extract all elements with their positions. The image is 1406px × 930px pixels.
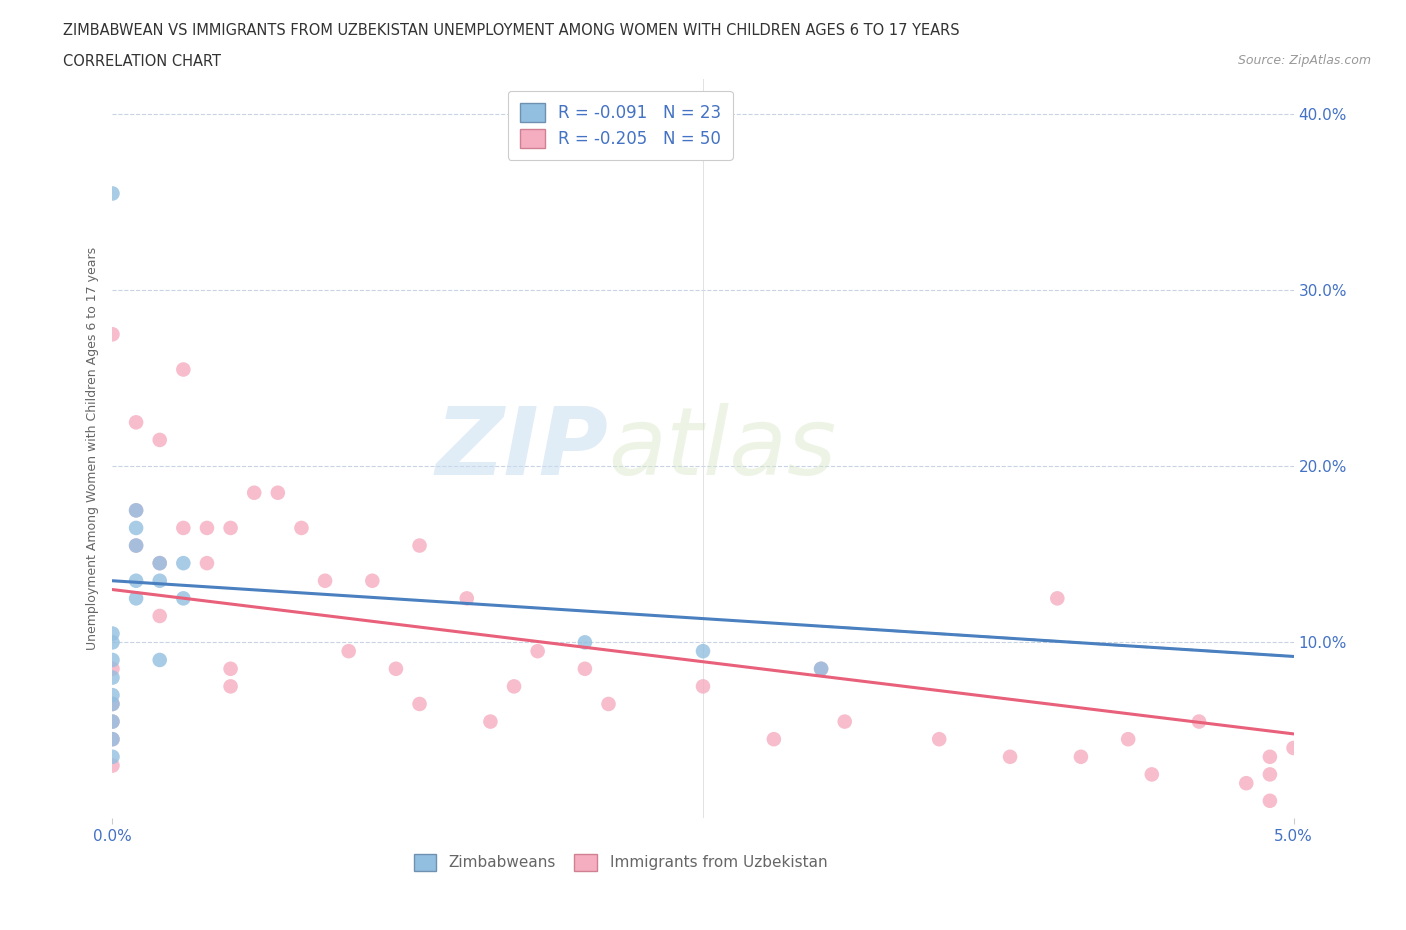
Point: [1258, 767, 1281, 782]
Point: [172, 362, 194, 377]
Text: ZIMBABWEAN VS IMMIGRANTS FROM UZBEKISTAN UNEMPLOYMENT AMONG WOMEN WITH CHILDREN : ZIMBABWEAN VS IMMIGRANTS FROM UZBEKISTAN…: [63, 23, 960, 38]
Point: [101, 697, 124, 711]
Point: [195, 521, 218, 536]
Point: [361, 573, 384, 588]
Point: [101, 750, 124, 764]
Point: [125, 538, 148, 553]
Point: [1258, 750, 1281, 764]
Point: [125, 503, 148, 518]
Point: [1188, 714, 1211, 729]
Point: [998, 750, 1021, 764]
Point: [125, 538, 148, 553]
Point: [149, 556, 172, 571]
Point: [219, 679, 242, 694]
Point: [408, 538, 430, 553]
Point: [101, 714, 124, 729]
Point: [1282, 740, 1305, 755]
Point: [125, 521, 148, 536]
Point: [267, 485, 290, 500]
Point: [762, 732, 785, 747]
Point: [692, 644, 714, 658]
Point: [101, 661, 124, 676]
Point: [101, 732, 124, 747]
Point: [598, 697, 620, 711]
Point: [479, 714, 502, 729]
Point: [172, 556, 194, 571]
Point: [101, 626, 124, 641]
Legend: Zimbabweans, Immigrants from Uzbekistan: Zimbabweans, Immigrants from Uzbekistan: [408, 847, 834, 877]
Point: [928, 732, 950, 747]
Point: [101, 326, 124, 341]
Point: [101, 653, 124, 668]
Point: [1234, 776, 1257, 790]
Point: [101, 688, 124, 703]
Point: [834, 714, 856, 729]
Point: [149, 573, 172, 588]
Point: [503, 679, 526, 694]
Point: [101, 732, 124, 747]
Point: [149, 556, 172, 571]
Point: [172, 521, 194, 536]
Point: [125, 503, 148, 518]
Point: [101, 758, 124, 773]
Point: [314, 573, 336, 588]
Point: [219, 661, 242, 676]
Point: [526, 644, 548, 658]
Point: [408, 697, 430, 711]
Text: ZIP: ZIP: [436, 403, 609, 495]
Point: [810, 661, 832, 676]
Point: [219, 521, 242, 536]
Point: [290, 521, 312, 536]
Point: [1070, 750, 1092, 764]
Point: [1258, 793, 1281, 808]
Point: [243, 485, 266, 500]
Point: [456, 591, 478, 605]
Point: [149, 432, 172, 447]
Point: [1140, 767, 1163, 782]
Point: [195, 556, 218, 571]
Point: [125, 415, 148, 430]
Point: [101, 671, 124, 685]
Text: CORRELATION CHART: CORRELATION CHART: [63, 54, 221, 69]
Text: Source: ZipAtlas.com: Source: ZipAtlas.com: [1237, 54, 1371, 67]
Point: [1046, 591, 1069, 605]
Point: [101, 697, 124, 711]
Point: [574, 635, 596, 650]
Y-axis label: Unemployment Among Women with Children Ages 6 to 17 years: Unemployment Among Women with Children A…: [86, 247, 100, 650]
Point: [385, 661, 408, 676]
Point: [101, 714, 124, 729]
Text: atlas: atlas: [609, 404, 837, 494]
Point: [172, 591, 194, 605]
Point: [1116, 732, 1139, 747]
Point: [692, 679, 714, 694]
Point: [125, 591, 148, 605]
Point: [125, 573, 148, 588]
Point: [337, 644, 360, 658]
Point: [101, 186, 124, 201]
Point: [101, 635, 124, 650]
Point: [149, 608, 172, 623]
Point: [810, 661, 832, 676]
Point: [149, 653, 172, 668]
Point: [574, 661, 596, 676]
